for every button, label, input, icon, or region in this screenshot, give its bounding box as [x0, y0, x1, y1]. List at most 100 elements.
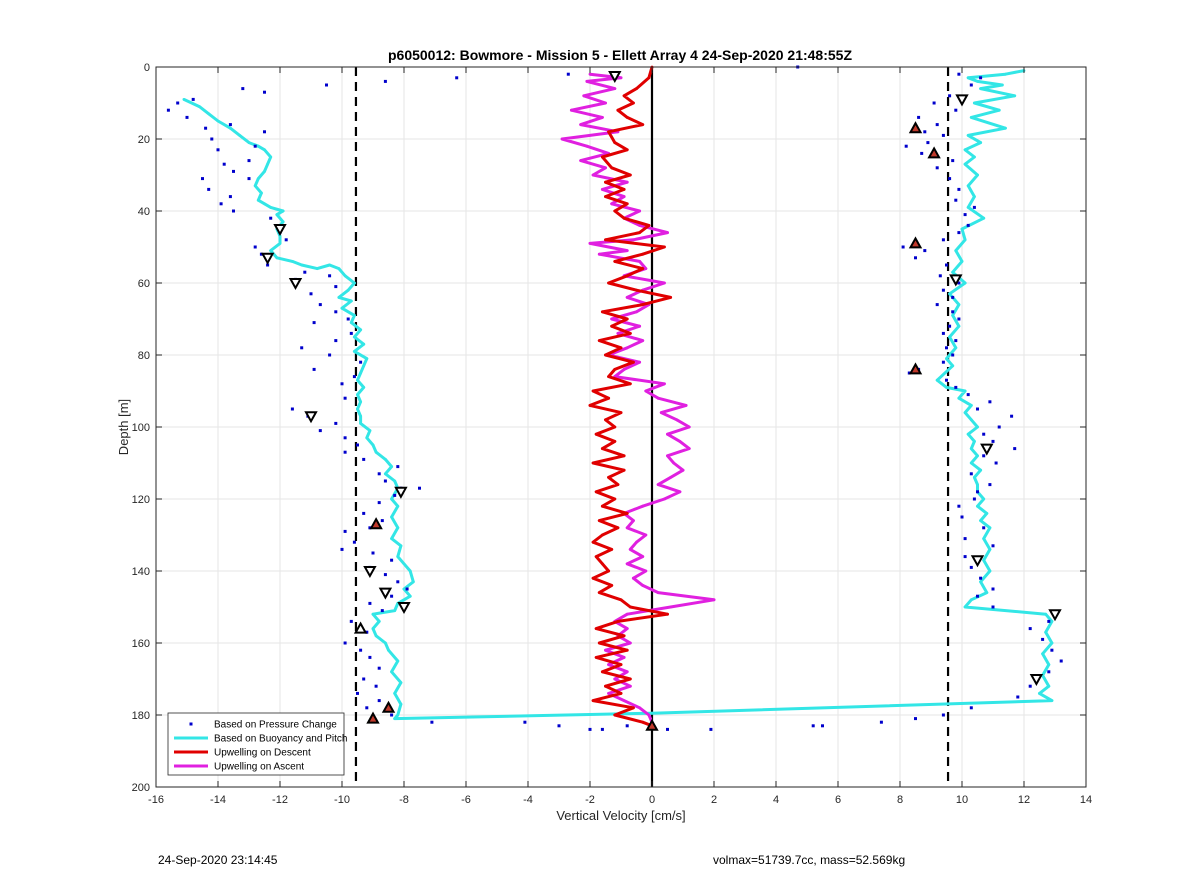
data-point-based-on-buoyancy-and-pitch — [384, 641, 387, 645]
data-point-based-on-pressure-change — [312, 367, 316, 371]
data-point-based-on-buoyancy-and-pitch — [963, 238, 967, 242]
data-point-based-on-pressure-change — [368, 526, 372, 530]
data-point-based-on-pressure-change — [988, 483, 992, 487]
data-point-upwelling-on-descent — [601, 504, 604, 508]
data-point-upwelling-on-descent — [619, 663, 623, 666]
data-point-based-on-pressure-change — [957, 504, 961, 508]
data-point-based-on-pressure-change — [352, 375, 356, 379]
x-tick-label: 2 — [711, 794, 717, 806]
data-point-upwelling-on-descent — [647, 76, 651, 80]
data-point-based-on-pressure-change — [328, 274, 332, 278]
data-point-upwelling-on-ascent — [687, 447, 691, 450]
data-point-based-on-buoyancy-and-pitch — [963, 162, 967, 166]
data-point-upwelling-on-ascent — [638, 260, 641, 263]
data-point-based-on-buoyancy-and-pitch — [384, 472, 387, 476]
data-point-based-on-pressure-change — [263, 130, 266, 134]
data-point-upwelling-on-descent — [628, 173, 632, 177]
data-point-based-on-pressure-change — [430, 720, 434, 724]
data-point-based-on-pressure-change — [982, 432, 986, 436]
data-point-based-on-pressure-change — [312, 321, 316, 325]
data-point-based-on-buoyancy-and-pitch — [349, 299, 353, 303]
descent-marker — [397, 602, 411, 615]
data-point-upwelling-on-descent — [613, 713, 617, 717]
data-point-based-on-pressure-change — [976, 407, 979, 411]
data-point-upwelling-on-descent — [625, 274, 629, 278]
data-point-based-on-pressure-change — [938, 274, 942, 278]
data-point-based-on-pressure-change — [377, 699, 381, 703]
data-point-based-on-pressure-change — [1013, 447, 1017, 451]
data-point-based-on-pressure-change — [948, 324, 952, 328]
data-point-upwelling-on-ascent — [610, 317, 614, 321]
data-point-based-on-buoyancy-and-pitch — [275, 213, 279, 217]
data-point-based-on-pressure-change — [383, 479, 387, 483]
data-point-based-on-buoyancy-and-pitch — [982, 558, 986, 562]
data-point-based-on-pressure-change — [923, 130, 927, 134]
data-point-upwelling-on-descent — [613, 497, 617, 501]
data-point-based-on-pressure-change — [383, 79, 387, 83]
data-point-upwelling-on-descent — [641, 720, 645, 724]
data-point-based-on-pressure-change — [365, 706, 369, 710]
data-point-upwelling-on-descent — [628, 382, 632, 386]
data-point-upwelling-on-descent — [613, 209, 617, 213]
data-point-based-on-buoyancy-and-pitch — [1047, 663, 1051, 666]
data-point-upwelling-on-descent — [622, 454, 626, 458]
data-point-based-on-pressure-change — [290, 407, 294, 411]
data-point-upwelling-on-descent — [647, 224, 651, 227]
data-point-based-on-pressure-change — [969, 706, 973, 710]
data-point-upwelling-on-ascent — [570, 108, 573, 112]
data-point-based-on-pressure-change — [951, 310, 955, 314]
data-point-based-on-buoyancy-and-pitch — [976, 173, 979, 177]
data-point-based-on-buoyancy-and-pitch — [275, 256, 279, 260]
data-point-upwelling-on-descent — [616, 526, 620, 530]
data-point-based-on-pressure-change — [303, 270, 307, 274]
data-point-based-on-pressure-change — [368, 601, 372, 605]
data-point-based-on-buoyancy-and-pitch — [300, 263, 304, 267]
data-point-based-on-pressure-change — [362, 511, 366, 515]
data-point-based-on-pressure-change — [247, 177, 251, 181]
data-point-based-on-pressure-change — [709, 727, 713, 731]
data-point-upwelling-on-descent — [607, 569, 610, 573]
data-point-based-on-buoyancy-and-pitch — [229, 126, 232, 130]
data-point-based-on-buoyancy-and-pitch — [256, 177, 260, 181]
data-point-based-on-buoyancy-and-pitch — [253, 184, 257, 188]
data-point-based-on-buoyancy-and-pitch — [973, 440, 976, 443]
data-point-based-on-buoyancy-and-pitch — [1050, 699, 1054, 702]
data-point-based-on-buoyancy-and-pitch — [182, 98, 186, 101]
data-point-upwelling-on-descent — [641, 252, 645, 256]
y-axis-label: Depth [m] — [116, 399, 131, 455]
data-point-upwelling-on-ascent — [663, 382, 666, 386]
data-point-based-on-buoyancy-and-pitch — [979, 519, 982, 522]
data-point-upwelling-on-descent — [625, 116, 629, 119]
data-point-based-on-buoyancy-and-pitch — [954, 346, 958, 350]
data-point-based-on-buoyancy-and-pitch — [976, 425, 979, 429]
data-point-upwelling-on-descent — [610, 324, 614, 328]
x-axis-ticks: -16 -14 -12 -10 -8 -6 -4 -2 0 2 4 6 8 10 12 14 — [148, 67, 1092, 806]
data-point-upwelling-on-descent — [622, 94, 626, 98]
data-point-based-on-buoyancy-and-pitch — [979, 141, 982, 145]
data-point-upwelling-on-ascent — [628, 684, 632, 688]
data-point-based-on-buoyancy-and-pitch — [935, 378, 939, 382]
data-point-based-on-pressure-change — [356, 691, 359, 695]
y-tick-label: 180 — [132, 710, 150, 722]
data-point-based-on-buoyancy-and-pitch — [1013, 94, 1017, 98]
descent-marker — [288, 278, 303, 291]
data-point-based-on-buoyancy-and-pitch — [1044, 630, 1048, 634]
legend-label: Based on Pressure Change — [214, 720, 337, 731]
data-point-based-on-pressure-change — [914, 717, 917, 721]
data-point-based-on-buoyancy-and-pitch — [399, 681, 403, 684]
data-point-based-on-pressure-change — [811, 724, 815, 728]
data-point-upwelling-on-descent — [632, 360, 635, 364]
data-point-based-on-buoyancy-and-pitch — [396, 526, 400, 530]
data-point-based-on-buoyancy-and-pitch — [207, 112, 211, 116]
data-point-based-on-pressure-change — [343, 450, 347, 454]
data-point-based-on-buoyancy-and-pitch — [281, 220, 285, 224]
data-point-based-on-pressure-change — [334, 421, 338, 425]
data-point-based-on-buoyancy-and-pitch — [963, 411, 967, 414]
data-point-based-on-buoyancy-and-pitch — [278, 234, 282, 238]
data-point-upwelling-on-ascent — [632, 238, 635, 242]
data-point-upwelling-on-descent — [625, 512, 629, 515]
descent-marker — [980, 443, 994, 456]
data-point-based-on-pressure-change — [210, 137, 214, 141]
data-point-based-on-buoyancy-and-pitch — [356, 393, 359, 396]
data-point-upwelling-on-ascent — [644, 533, 648, 537]
